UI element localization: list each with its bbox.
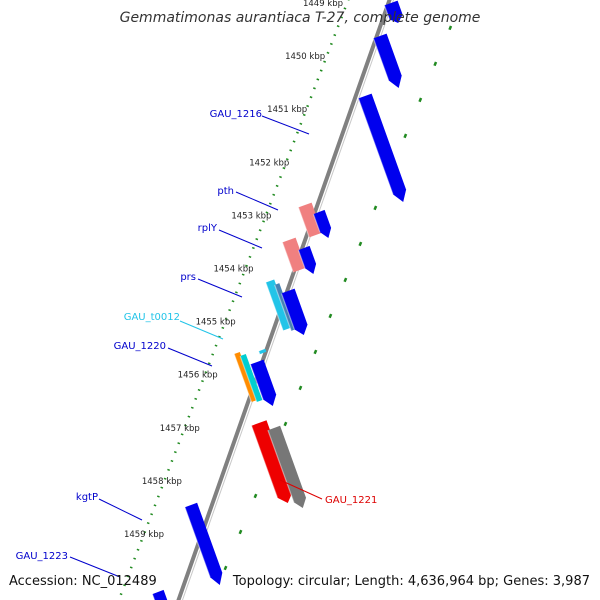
gau-t0012-trna-shine xyxy=(258,350,261,355)
labels-layer: 1449 kbp 1450 kbp 1451 kbp 1452 kbp 1453 kbp… xyxy=(16,0,377,578)
gau-t0012-trna xyxy=(258,348,267,355)
pth-feature-body xyxy=(298,202,323,238)
accession-text: Accession: NC_012489 xyxy=(9,574,157,589)
gene-label-leader xyxy=(279,479,323,500)
scale-ring-inner xyxy=(117,0,350,600)
cds-arrow-top-shine xyxy=(383,5,391,20)
cds-arrow-top xyxy=(383,0,403,23)
prs-trna-body xyxy=(265,279,292,331)
cds-arrow-rply-shine xyxy=(297,249,306,269)
rplY-feature xyxy=(281,237,307,273)
cds-arrow-rply-body xyxy=(298,245,317,274)
gene-label: rplY xyxy=(198,223,218,234)
gau-1221-pseudo-shine xyxy=(267,430,295,503)
gene-label: GAU_1216 xyxy=(210,109,262,120)
features-layer xyxy=(151,0,407,600)
map-title: Gemmatimonas aurantiaca T-27, complete g… xyxy=(119,10,481,26)
cds-arrow-gau-1216-body xyxy=(358,93,407,202)
scale-tick-label: 1456 kbp xyxy=(178,371,218,381)
scale-tick-label: 1451 kbp xyxy=(267,105,307,115)
scale-tick-label: 1459 kbp xyxy=(124,530,164,540)
gene-label-leader xyxy=(197,278,243,298)
gene-label-leader xyxy=(69,556,121,578)
gene-label: GAU_1223 xyxy=(16,551,68,562)
gau-1220-orange xyxy=(233,352,258,403)
gene-label-leader xyxy=(218,229,263,249)
cds-arrow-pth-shine xyxy=(312,213,321,233)
cds-arrow-top-body xyxy=(384,0,403,23)
prs-trna-edge-shine xyxy=(274,284,292,332)
prs-cds-body xyxy=(281,288,308,335)
cds-arrow-gau-1216 xyxy=(357,93,407,202)
gene-label-leader xyxy=(167,347,213,367)
cds-arrow-1449-shine xyxy=(372,38,390,81)
gene-label: pth xyxy=(217,186,234,197)
gau-1220-teal-body xyxy=(240,354,263,402)
rplY-feature-body xyxy=(282,237,307,273)
gau-1221-feature xyxy=(250,420,293,503)
cds-arrow-1449 xyxy=(372,33,402,88)
gau-1223-cds xyxy=(151,589,168,600)
gau-1223-cds-shine xyxy=(151,593,156,600)
gau-1220-orange-shine xyxy=(233,353,253,403)
gene-label: GAU_t0012 xyxy=(124,312,180,323)
prs-trna xyxy=(265,279,292,331)
genome-summary-text: Topology: circular; Length: 4,636,964 bp… xyxy=(232,574,590,589)
pth-feature xyxy=(297,202,323,238)
gau-t0012-trna-body xyxy=(258,348,267,355)
gene-label: kgtP xyxy=(76,492,98,503)
gau-1220-cds-shine xyxy=(249,364,264,400)
prs-cds xyxy=(280,288,308,335)
scale-ring-outer xyxy=(210,0,464,600)
gau-1221-feature-body xyxy=(251,420,293,503)
kgtp-cds-shine xyxy=(184,507,211,578)
gene-label-leader xyxy=(179,320,224,340)
kgtp-cds xyxy=(184,502,223,585)
prs-trna-edge xyxy=(274,283,296,332)
cds-arrow-pth-body xyxy=(313,209,332,238)
gau-1220-cds-body xyxy=(250,359,277,406)
gau-1223-cds-body xyxy=(152,589,168,600)
scale-tick-label: 1457 kbp xyxy=(160,424,200,434)
scale-tick-label: 1450 kbp xyxy=(285,52,325,62)
gau-1221-feature-shine xyxy=(250,425,278,498)
kgtp-cds-body xyxy=(184,502,223,585)
scale-tick-label: 1452 kbp xyxy=(249,158,289,168)
prs-trna-edge-body xyxy=(274,283,296,331)
pth-feature-shine xyxy=(297,207,310,238)
scale-tick-label: 1455 kbp xyxy=(196,318,236,328)
cds-arrow-rply xyxy=(297,245,317,274)
gau-1220-cds xyxy=(249,359,277,406)
gau-1220-orange-body xyxy=(234,352,258,402)
gene-label-leader xyxy=(235,191,279,211)
gene-label: GAU_1221 xyxy=(325,495,377,506)
rplY-feature-shine xyxy=(281,242,294,273)
gene-label-leader xyxy=(261,115,310,135)
scale-tick-label: 1454 kbp xyxy=(213,265,253,275)
cds-arrow-gau-1216-shine xyxy=(357,98,394,195)
gene-label: GAU_1220 xyxy=(114,341,166,352)
prs-trna-shine xyxy=(265,282,284,331)
gene-label-leader xyxy=(98,498,143,521)
prs-cds-shine xyxy=(280,293,295,330)
scale-tick-label: 1458 kbp xyxy=(142,477,182,487)
scale-tick-label: 1449 kbp xyxy=(303,0,343,9)
gau-1220-teal-shine xyxy=(239,355,258,403)
cds-arrow-pth xyxy=(312,209,332,238)
gene-label: prs xyxy=(180,272,196,283)
cds-arrow-1449-body xyxy=(373,33,402,88)
gau-1220-teal xyxy=(239,354,263,403)
scale-tick-label: 1453 kbp xyxy=(231,211,271,221)
